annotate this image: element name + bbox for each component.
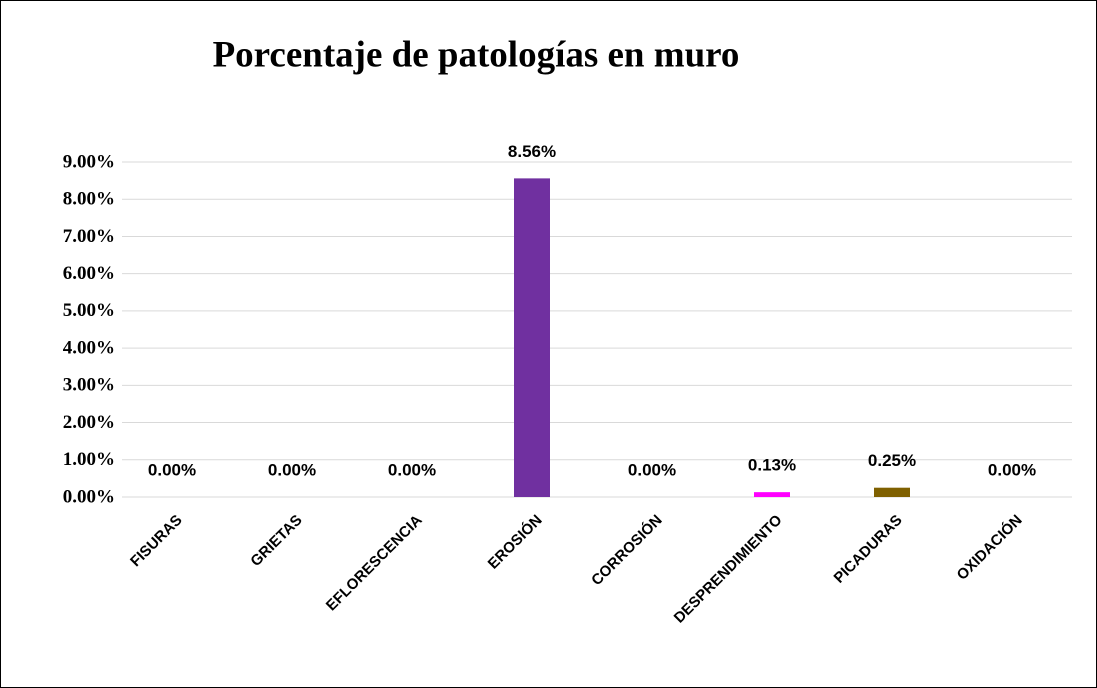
y-tick-label: 3.00% [63,375,115,396]
y-tick-label: 7.00% [63,226,115,247]
y-tick-label: 1.00% [63,449,115,470]
y-tick-label: 5.00% [63,300,115,321]
bar [514,178,550,497]
y-tick-label: 2.00% [63,412,115,433]
value-label: 8.56% [508,142,556,161]
y-tick-label: 8.00% [63,189,115,210]
value-label: 0.00% [148,460,196,479]
value-label: 0.00% [628,460,676,479]
value-label: 0.25% [868,451,916,470]
value-label: 0.13% [748,456,796,475]
y-tick-label: 9.00% [63,151,115,172]
bar [874,487,910,497]
bar [754,492,790,497]
y-tick-label: 4.00% [63,337,115,358]
chart-title: Porcentaje de patologías en muro [213,34,740,75]
value-label: 0.00% [988,460,1036,479]
value-label: 0.00% [388,460,436,479]
y-tick-label: 0.00% [63,486,115,507]
value-label: 0.00% [268,460,316,479]
y-tick-label: 6.00% [63,263,115,284]
